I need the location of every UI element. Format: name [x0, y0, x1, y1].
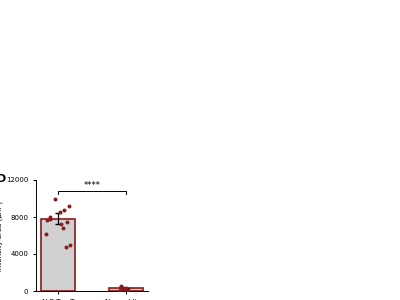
Bar — [109, 288, 143, 291]
Point — [64, 219, 70, 224]
Point — [46, 214, 53, 219]
Point — [57, 210, 64, 215]
Point — [123, 286, 130, 291]
Point — [60, 226, 66, 230]
Point — [43, 231, 50, 236]
Point — [124, 287, 131, 292]
Point — [44, 218, 50, 222]
Point — [66, 203, 72, 208]
Point — [120, 286, 126, 290]
Point — [118, 285, 124, 290]
Point — [63, 244, 69, 249]
Point — [46, 217, 53, 221]
Point — [52, 196, 58, 201]
Point — [66, 242, 73, 247]
Point — [60, 207, 67, 212]
Point — [122, 286, 128, 291]
Point — [117, 288, 123, 293]
Text: D: D — [0, 174, 6, 184]
Bar — [41, 219, 75, 291]
Point — [57, 222, 64, 227]
Point — [118, 284, 124, 289]
Text: ****: **** — [84, 182, 100, 190]
Point — [119, 287, 126, 292]
Point — [118, 284, 124, 288]
Y-axis label: Nidogen-1
Intensity area (μm²): Nidogen-1 Intensity area (μm²) — [0, 200, 3, 271]
